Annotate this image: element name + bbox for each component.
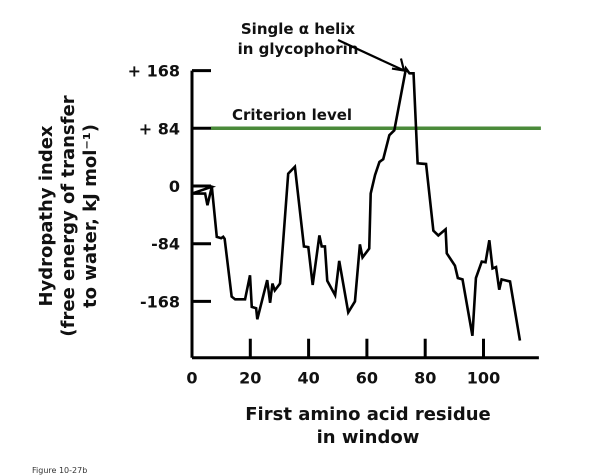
x-tick-label: 80 [414,369,436,388]
criterion-level-label: Criterion level [232,106,352,124]
x-tick-label: 40 [297,369,319,388]
y-axis-label-line-2: (free energy of transfer [58,95,79,336]
x-tick-label: 60 [356,369,378,388]
annotation-arrow [337,39,405,72]
y-axis-label: Hydropathy index (free energy of transfe… [36,95,101,336]
hydropathy-line [191,65,522,341]
y-tick-label: 0 [169,177,180,196]
arrowhead-icon [391,58,406,72]
x-tick-label: 20 [239,369,261,388]
x-tick-label: 0 [186,369,197,388]
figure-caption: Figure 10-27b [32,466,88,475]
x-tick-label: 100 [467,369,500,388]
y-axis-label-line-1: Hydropathy index [36,125,57,306]
y-axis-label-line-3: to water, kJ mol⁻¹) [80,124,101,308]
x-axis-label-line-1: First amino acid residue [245,404,490,425]
x-axis-label-line-2: in window [317,427,420,448]
y-tick-label: + 168 [128,62,180,81]
y-tick-label: -168 [140,292,180,311]
annotation-line-1: Single α helix [241,20,356,38]
y-tick-label: + 84 [139,119,180,138]
annotation-line-2: in glycophorin [238,40,359,58]
y-tick-label: -84 [151,235,180,254]
